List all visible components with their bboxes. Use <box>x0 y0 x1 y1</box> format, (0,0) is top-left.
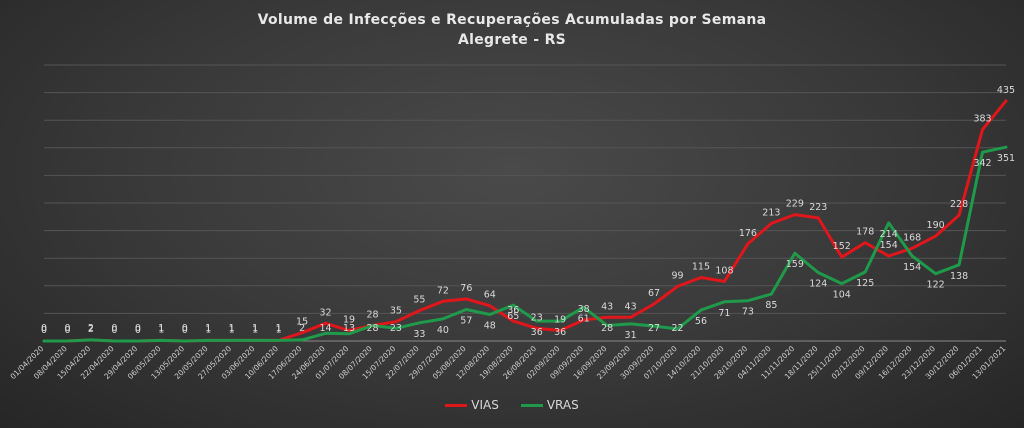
data-label-vras: 28 <box>601 323 613 334</box>
legend-swatch-vias <box>445 403 468 407</box>
data-label-vras: 138 <box>950 271 968 282</box>
data-label-vras: 31 <box>625 330 637 341</box>
data-label-vras: 2 <box>299 323 305 334</box>
data-label-vias: 19 <box>343 315 355 326</box>
legend-label-vias: VIAS <box>471 398 499 412</box>
data-label-vras: 1 <box>205 323 211 334</box>
data-label-vias: 43 <box>601 301 613 312</box>
data-label-vras: 159 <box>786 259 804 270</box>
data-label-vias: 23 <box>531 312 543 323</box>
data-label-vias: 228 <box>950 199 968 210</box>
chart-title: Volume de Infecções e Recuperações Acumu… <box>0 10 1024 50</box>
data-label-vras: 13 <box>343 323 355 334</box>
data-label-vias: 28 <box>366 310 378 321</box>
data-label-vias: 76 <box>460 283 472 294</box>
data-label-vias: 0 <box>64 325 70 336</box>
chart-subtitle: Alegrete - RS <box>457 32 567 48</box>
data-label-vras: 0 <box>64 323 70 334</box>
data-label-vras: 214 <box>880 229 898 240</box>
data-label-vras: 61 <box>578 313 590 324</box>
data-label-vias: 36 <box>507 305 519 316</box>
data-label-vras: 85 <box>765 300 777 311</box>
data-label-vias: 1 <box>252 324 258 335</box>
data-label-vias: 38 <box>578 304 590 315</box>
data-label-vias: 1 <box>205 324 211 335</box>
data-label-vias: 152 <box>833 241 851 252</box>
data-label-vias: 35 <box>390 306 402 317</box>
data-label-vras: 71 <box>718 308 730 319</box>
data-label-vias: 2 <box>88 324 94 335</box>
legend-item-vras: VRAS <box>520 398 579 412</box>
data-label-vras: 57 <box>460 316 472 327</box>
data-label-vias: 0 <box>135 325 141 336</box>
data-label-vras: 0 <box>182 323 188 334</box>
data-label-vias: 383 <box>973 114 991 125</box>
data-label-vias: 176 <box>739 228 757 239</box>
data-label-vras: 125 <box>856 278 874 289</box>
data-label-vias: 178 <box>856 227 874 238</box>
data-label-vras: 28 <box>366 323 378 334</box>
data-label-vras: 154 <box>903 262 921 273</box>
data-label-vras: 2 <box>88 323 94 334</box>
data-label-vras: 36 <box>554 327 566 338</box>
data-label-vias: 32 <box>320 307 332 318</box>
data-label-vias: 43 <box>625 301 637 312</box>
data-label-vras: 1 <box>229 323 235 334</box>
data-label-vras: 1 <box>158 323 164 334</box>
data-label-vras: 0 <box>111 323 117 334</box>
data-label-vras: 342 <box>973 158 991 169</box>
data-label-vias: 1 <box>276 324 282 335</box>
data-label-vras: 73 <box>742 307 754 318</box>
data-label-vras: 14 <box>320 323 332 334</box>
data-label-vras: 40 <box>437 325 449 336</box>
data-label-vras: 1 <box>276 323 282 334</box>
data-label-vias: 67 <box>648 288 660 299</box>
data-label-vras: 122 <box>927 280 945 291</box>
data-label-vras: 23 <box>390 323 402 334</box>
data-label-vias: 64 <box>484 290 496 301</box>
data-label-vias: 0 <box>182 325 188 336</box>
data-label-vras: 65 <box>507 311 519 322</box>
data-label-vias: 213 <box>762 207 780 218</box>
data-label-vias: 154 <box>880 240 898 251</box>
chart-title-line: Volume de Infecções e Recuperações Acumu… <box>257 12 767 28</box>
data-label-vias: 435 <box>997 85 1015 96</box>
data-label-vias: 99 <box>671 270 683 281</box>
data-label-vias: 108 <box>715 265 733 276</box>
data-label-vras: 56 <box>695 316 707 327</box>
data-label-vras: 48 <box>484 321 496 332</box>
data-label-vras: 22 <box>671 323 683 334</box>
data-label-vias: 190 <box>927 220 945 231</box>
data-label-vias: 15 <box>296 317 308 328</box>
data-label-vias: 229 <box>786 199 804 210</box>
data-label-vias: 0 <box>41 325 47 336</box>
data-label-vias: 55 <box>413 295 425 306</box>
data-label-vias: 168 <box>903 232 921 243</box>
data-label-vias: 19 <box>554 315 566 326</box>
data-label-vias: 1 <box>229 324 235 335</box>
data-label-vras: 33 <box>413 329 425 340</box>
series-line-vras <box>42 145 1008 343</box>
legend-label-vras: VRAS <box>546 398 579 412</box>
data-label-vras: 0 <box>135 323 141 334</box>
chart-legend: VIAS VRAS <box>0 398 1024 412</box>
data-label-vias: 72 <box>437 285 449 296</box>
data-label-vras: 0 <box>41 323 47 334</box>
data-label-vras: 351 <box>997 153 1015 164</box>
series-line-vias <box>42 99 1008 343</box>
legend-item-vias: VIAS <box>445 398 499 412</box>
data-label-vras: 124 <box>809 279 827 290</box>
data-label-vias: 223 <box>809 202 827 213</box>
data-label-vras: 36 <box>531 327 543 338</box>
data-label-vras: 27 <box>648 323 660 334</box>
data-label-vias: 115 <box>692 262 710 273</box>
data-label-vias: 1 <box>158 324 164 335</box>
data-label-vias: 0 <box>111 325 117 336</box>
data-label-vras: 1 <box>252 323 258 334</box>
data-label-vras: 104 <box>833 290 851 301</box>
legend-swatch-vras <box>520 403 543 407</box>
